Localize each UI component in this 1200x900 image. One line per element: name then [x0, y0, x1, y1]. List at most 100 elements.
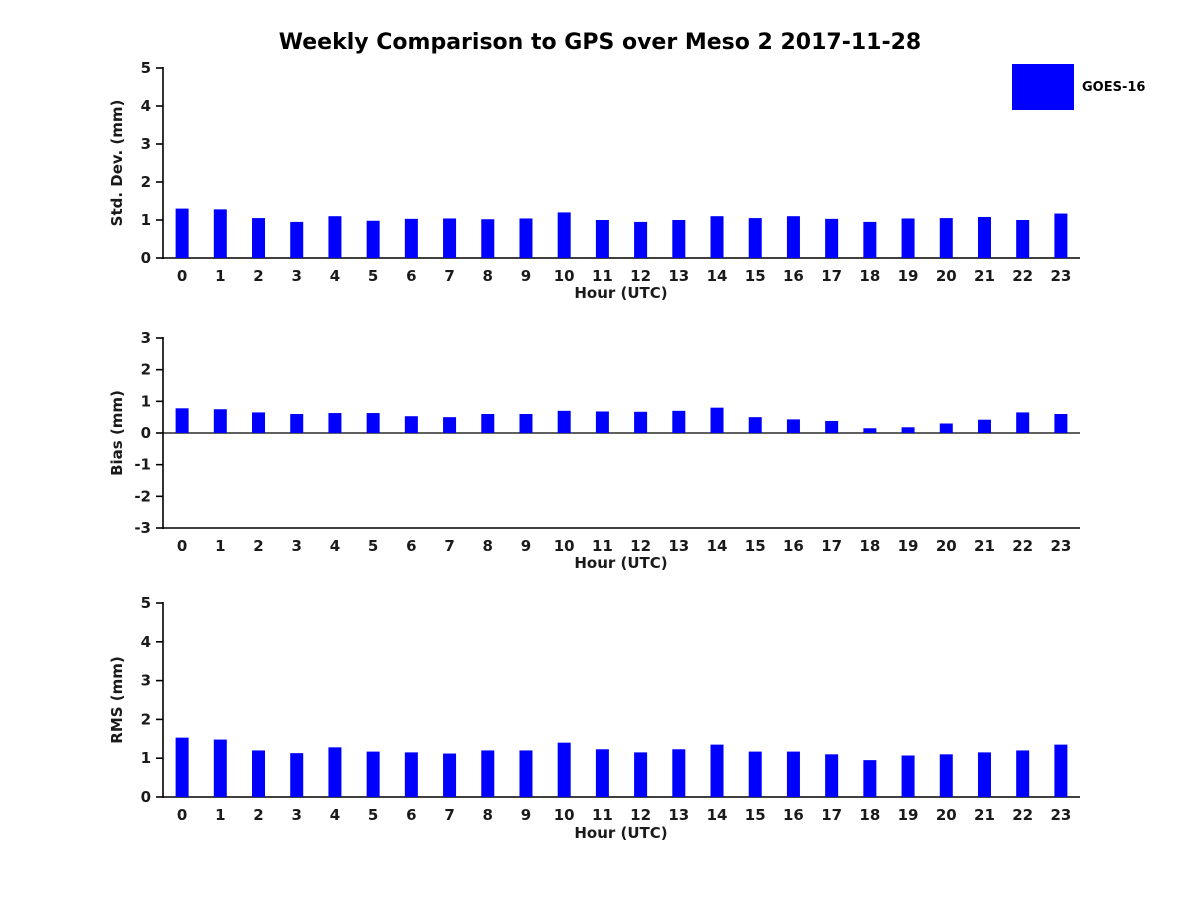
y-tick-label: 3 [141, 135, 151, 153]
bar-hour-5 [366, 413, 380, 433]
x-tick-label: 14 [707, 806, 728, 824]
x-tick-label: 0 [177, 267, 187, 285]
bar-hour-22 [1016, 412, 1030, 433]
bar-hour-12 [634, 411, 648, 433]
bar-hour-8 [481, 414, 495, 433]
bar-hour-6 [404, 218, 418, 258]
stddev-xlabel: Hour (UTC) [574, 284, 667, 302]
bar-hour-17 [825, 754, 839, 797]
bar-hour-21 [977, 216, 991, 258]
bias-ylabel: Bias (mm) [108, 390, 126, 476]
bar-hour-22 [1016, 750, 1030, 797]
x-tick-label: 15 [745, 267, 766, 285]
x-tick-label: 9 [521, 806, 531, 824]
y-tick-label: 3 [141, 329, 151, 347]
bar-hour-18 [863, 428, 877, 433]
x-tick-label: 1 [215, 806, 225, 824]
bar-hour-21 [977, 752, 991, 797]
bar-hour-3 [290, 221, 304, 258]
y-tick-label: 3 [141, 672, 151, 690]
x-tick-label: 0 [177, 537, 187, 555]
x-tick-label: 20 [936, 267, 957, 285]
bar-hour-0 [175, 208, 189, 258]
x-tick-label: 14 [707, 267, 728, 285]
y-tick-label: -2 [134, 487, 151, 505]
legend-swatch-goes16 [1012, 64, 1074, 110]
bar-hour-9 [519, 414, 533, 433]
x-tick-label: 4 [330, 806, 340, 824]
x-tick-label: 16 [783, 267, 804, 285]
bar-hour-22 [1016, 220, 1030, 258]
bar-hour-20 [939, 754, 953, 797]
bar-hour-2 [252, 218, 266, 258]
bar-hour-11 [595, 220, 609, 258]
x-tick-label: 15 [745, 537, 766, 555]
x-tick-label: 23 [1050, 806, 1071, 824]
x-tick-label: 8 [483, 537, 493, 555]
x-tick-label: 21 [974, 537, 995, 555]
bar-hour-6 [404, 416, 418, 433]
x-tick-label: 18 [859, 806, 880, 824]
y-tick-label: 2 [141, 361, 151, 379]
bar-hour-1 [213, 409, 227, 433]
x-tick-label: 12 [630, 537, 651, 555]
y-tick-label: -1 [134, 456, 151, 474]
x-tick-label: 21 [974, 806, 995, 824]
y-tick-label: 0 [141, 424, 151, 442]
bar-hour-15 [748, 218, 762, 258]
bar-hour-16 [786, 216, 800, 258]
x-tick-label: 2 [253, 806, 263, 824]
x-tick-label: 17 [821, 537, 842, 555]
bar-hour-7 [443, 417, 457, 433]
bar-hour-12 [634, 221, 648, 258]
x-tick-label: 19 [898, 806, 919, 824]
bar-hour-17 [825, 420, 839, 433]
x-tick-label: 8 [483, 806, 493, 824]
x-tick-label: 14 [707, 537, 728, 555]
x-tick-label: 7 [444, 267, 454, 285]
bar-hour-4 [328, 747, 342, 797]
x-tick-label: 4 [330, 537, 340, 555]
bar-hour-14 [710, 216, 724, 258]
bar-hour-2 [252, 750, 266, 797]
bar-hour-19 [901, 755, 915, 797]
bar-hour-14 [710, 744, 724, 797]
x-tick-label: 5 [368, 537, 378, 555]
bar-hour-14 [710, 407, 724, 433]
x-tick-label: 11 [592, 537, 613, 555]
y-tick-label: 5 [141, 59, 151, 77]
bias-xlabel: Hour (UTC) [574, 554, 667, 572]
x-tick-label: 21 [974, 267, 995, 285]
x-tick-label: 18 [859, 267, 880, 285]
x-tick-label: 3 [292, 806, 302, 824]
bar-hour-7 [443, 218, 457, 258]
bar-hour-11 [595, 411, 609, 433]
bar-hour-13 [672, 749, 686, 797]
x-tick-label: 1 [215, 537, 225, 555]
x-tick-label: 18 [859, 537, 880, 555]
x-tick-label: 2 [253, 267, 263, 285]
x-tick-label: 9 [521, 267, 531, 285]
x-tick-label: 12 [630, 806, 651, 824]
bar-hour-23 [1054, 744, 1068, 797]
bar-hour-10 [557, 410, 571, 433]
x-tick-label: 6 [406, 537, 416, 555]
x-tick-label: 20 [936, 537, 957, 555]
x-tick-label: 16 [783, 806, 804, 824]
bar-hour-18 [863, 760, 877, 797]
x-tick-label: 6 [406, 267, 416, 285]
y-tick-label: 0 [141, 788, 151, 806]
bar-hour-19 [901, 218, 915, 258]
x-tick-label: 22 [1012, 267, 1033, 285]
y-tick-label: 2 [141, 173, 151, 191]
bar-hour-4 [328, 216, 342, 258]
y-tick-label: 4 [141, 633, 151, 651]
bar-hour-1 [213, 209, 227, 258]
bar-hour-9 [519, 218, 533, 258]
x-tick-label: 23 [1050, 537, 1071, 555]
x-tick-label: 17 [821, 806, 842, 824]
